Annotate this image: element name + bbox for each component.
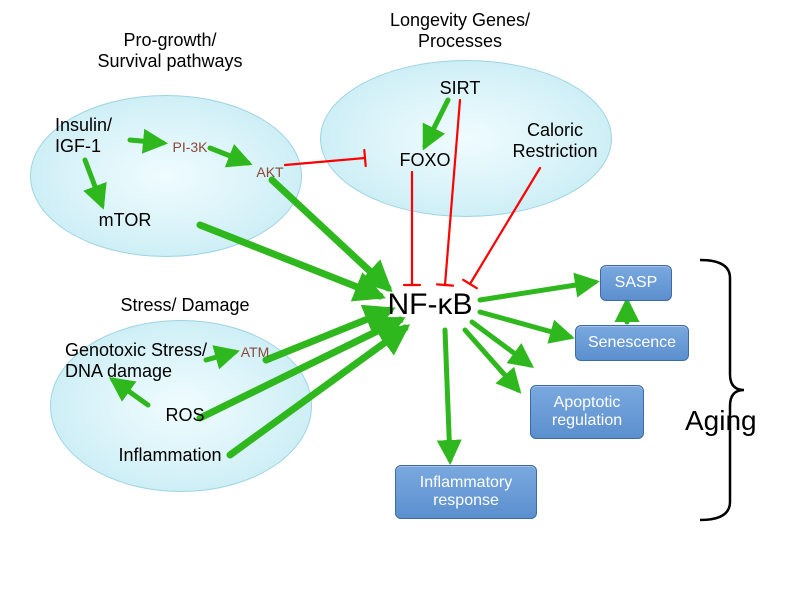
node-akt: AKT	[250, 165, 290, 180]
node-sirt: SIRT	[430, 78, 490, 99]
box-sasp: SASP	[600, 265, 672, 301]
title-longevity: Longevity Genes/Processes	[350, 10, 570, 51]
node-caloric: CaloricRestriction	[500, 120, 610, 161]
box-apoptotic: Apoptoticregulation	[530, 385, 644, 439]
node-mtor: mTOR	[90, 210, 160, 231]
box-inflresp: Inflammatoryresponse	[395, 465, 537, 519]
title-progrowth: Pro-growth/Survival pathways	[70, 30, 270, 71]
node-foxo: FOXO	[395, 150, 455, 171]
node-atm: ATM	[235, 345, 275, 360]
box-senescence: Senescence	[575, 325, 689, 361]
node-genotoxic: Genotoxic Stress/DNA damage	[65, 340, 235, 381]
node-inflammation: Inflammation	[100, 445, 240, 466]
title-stress: Stress/ Damage	[95, 295, 275, 316]
node-insulin: Insulin/IGF-1	[55, 115, 135, 156]
node-nfkb: NF-κB	[370, 288, 490, 322]
node-pi3k: PI-3K	[165, 140, 215, 155]
label-aging: Aging	[685, 405, 785, 437]
node-ros: ROS	[160, 405, 210, 426]
